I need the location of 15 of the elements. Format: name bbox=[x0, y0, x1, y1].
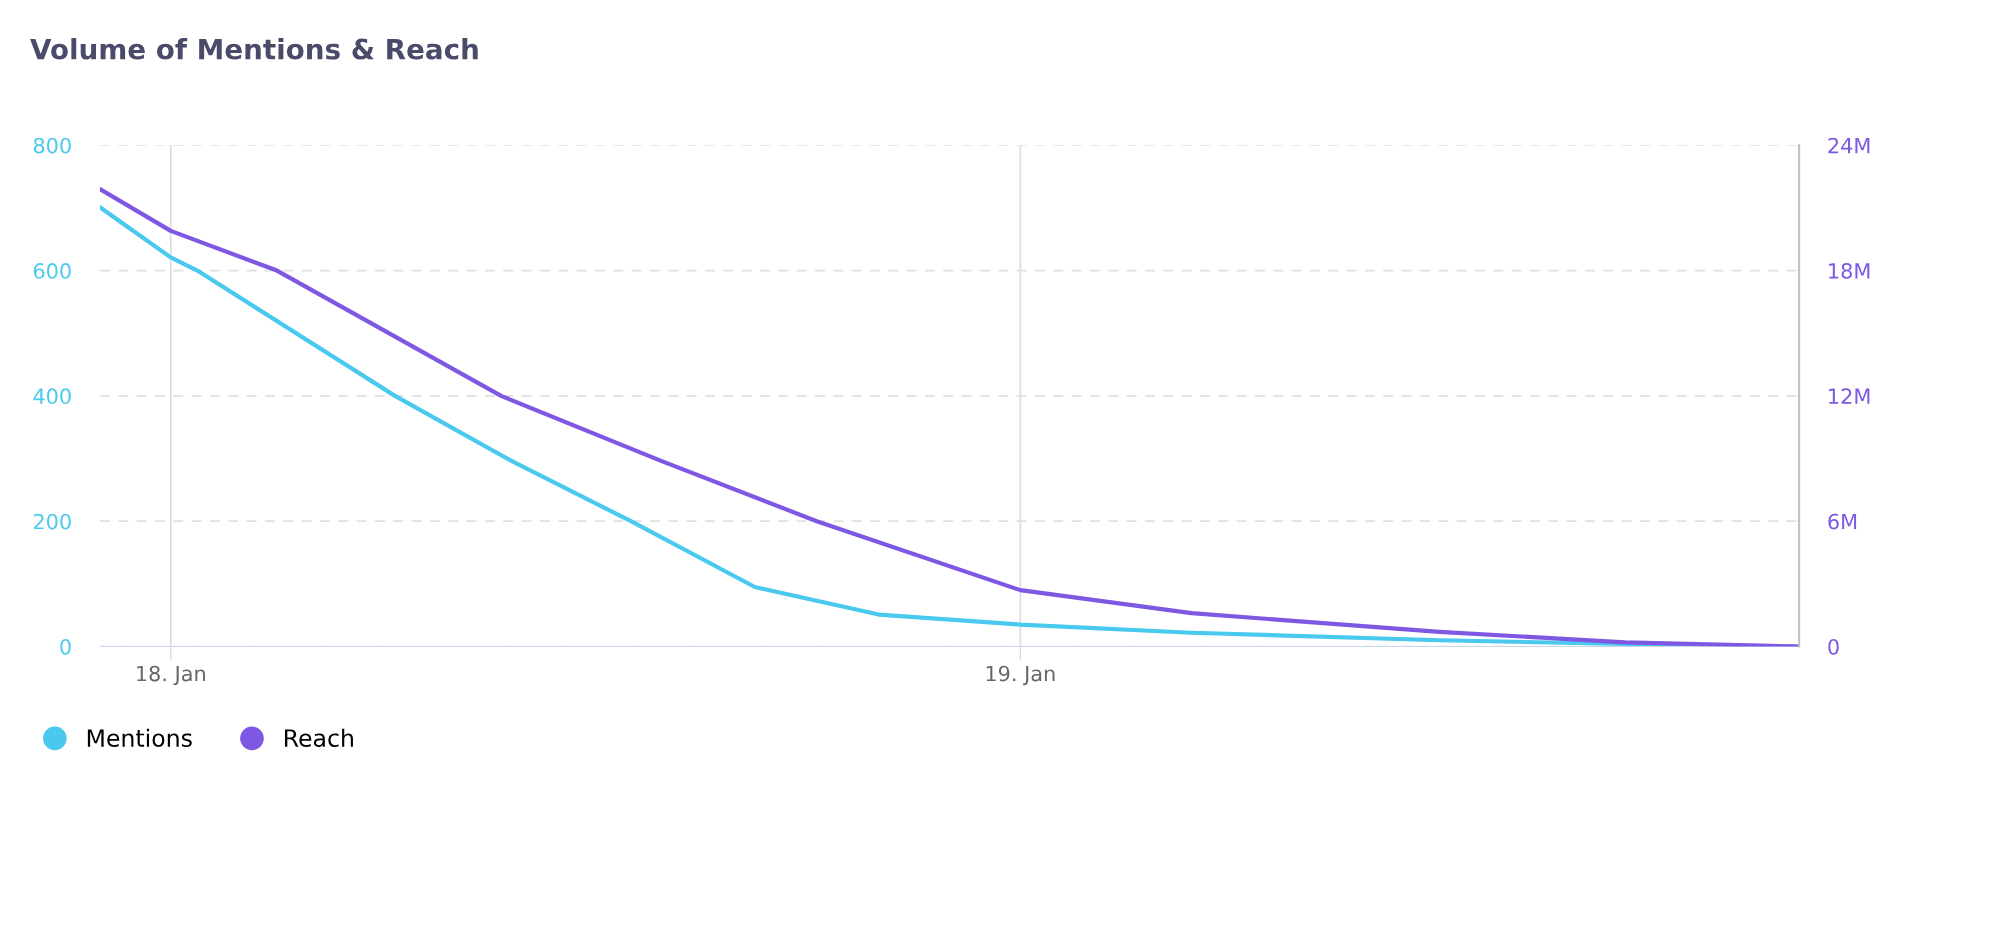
x-tick-label: 18. Jan bbox=[137, 665, 205, 686]
y2-tick-label: 0 bbox=[1828, 638, 1839, 655]
y-tick-label: 200 bbox=[33, 513, 71, 530]
y2-tick-label: 24M bbox=[1828, 137, 1870, 154]
y2-tick-label: 12M bbox=[1829, 388, 1870, 404]
y-tick-label: 400 bbox=[33, 388, 71, 405]
y-tick-label: 800 bbox=[33, 137, 71, 154]
legend-label: Mentions bbox=[87, 728, 192, 747]
y-tick-label: 0 bbox=[60, 638, 71, 655]
chart-title: Volume of Mentions & Reach bbox=[30, 38, 478, 60]
x-tick-label: 19. Jan bbox=[986, 665, 1055, 686]
y2-tick-label: 18M bbox=[1829, 263, 1870, 279]
y2-tick-label: 6M bbox=[1828, 513, 1857, 530]
legend-label: Reach bbox=[284, 728, 353, 747]
y-tick-label: 600 bbox=[33, 263, 71, 279]
